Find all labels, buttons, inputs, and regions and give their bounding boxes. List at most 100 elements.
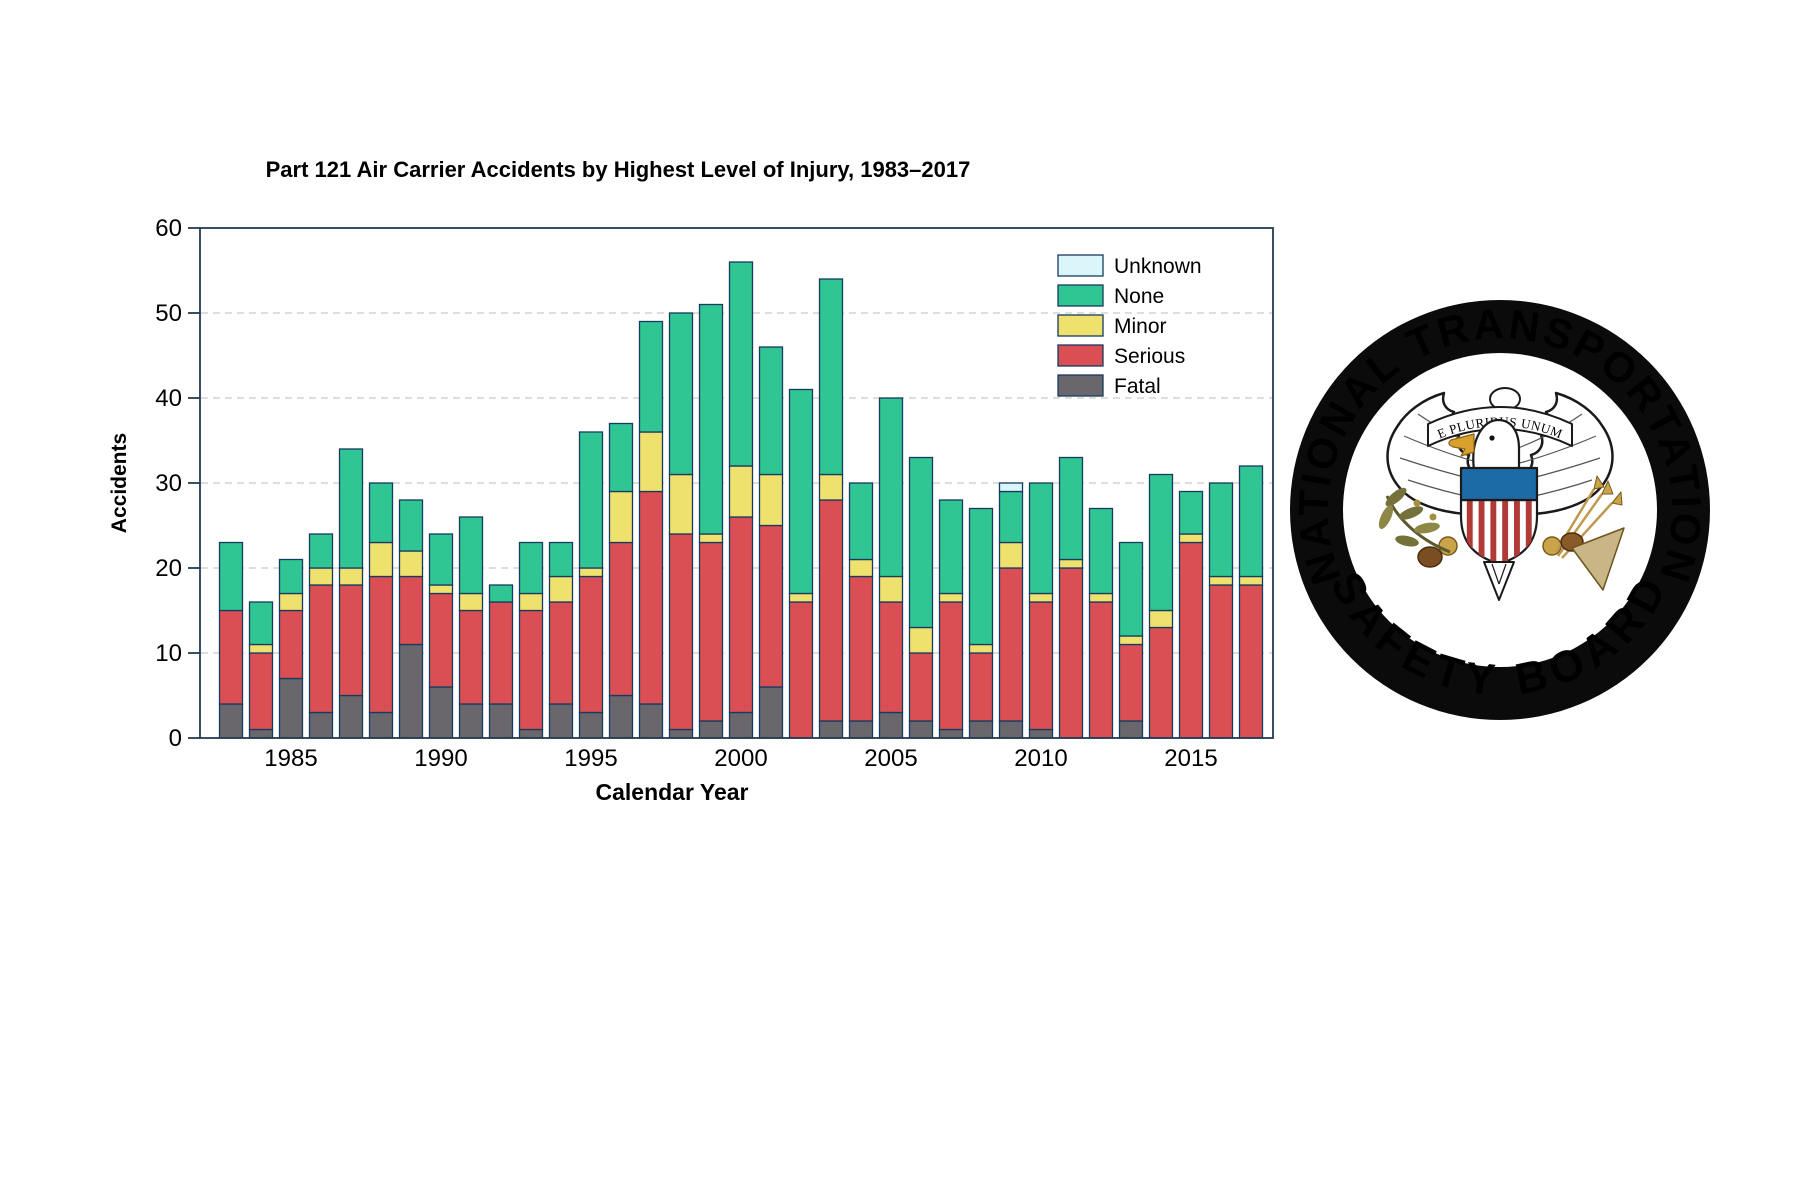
bar-2000-fatal	[728, 711, 754, 739]
legend-swatch-unknown	[1057, 254, 1104, 277]
bar-2014-minor	[1148, 609, 1174, 629]
bar-1988-none	[368, 482, 394, 544]
bar-1992-serious	[488, 601, 514, 705]
bar-2010-serious	[1028, 601, 1054, 731]
bar-1995-minor	[578, 567, 604, 578]
bar-1989-serious	[398, 575, 424, 646]
bar-2011-none	[1058, 456, 1084, 561]
bar-1999-fatal	[698, 720, 724, 739]
bar-2001-fatal	[758, 686, 784, 739]
ntsb-logo: E PLURIBUS UNUM	[1290, 300, 1710, 720]
bar-1988-serious	[368, 575, 394, 714]
bar-1998-serious	[668, 533, 694, 731]
bar-1989-minor	[398, 550, 424, 578]
bar-2013-serious	[1118, 643, 1144, 722]
bar-2000-serious	[728, 516, 754, 714]
bar-2003-none	[818, 278, 844, 476]
bar-1993-none	[518, 541, 544, 595]
bar-2007-fatal	[938, 728, 964, 739]
bar-2004-serious	[848, 575, 874, 722]
bar-1992-fatal	[488, 703, 514, 739]
bar-1991-fatal	[458, 703, 484, 739]
bar-2004-fatal	[848, 720, 874, 739]
ytick-label-40: 40	[155, 385, 182, 412]
bar-2004-none	[848, 482, 874, 561]
bar-1988-minor	[368, 541, 394, 578]
bar-1988-fatal	[368, 711, 394, 739]
bar-2005-minor	[878, 575, 904, 603]
bar-2009-fatal	[998, 720, 1024, 739]
bar-2002-minor	[788, 592, 814, 603]
chart-title: Part 121 Air Carrier Accidents by Highes…	[266, 157, 971, 182]
bar-1995-fatal	[578, 711, 604, 739]
bar-1999-minor	[698, 533, 724, 544]
plot-area: 0 10 20 30 40 50 60 1985 1990 1995 2000 2005 2010 201…	[155, 215, 1274, 772]
bar-2015-minor	[1178, 533, 1204, 544]
x-axis-title: Calendar Year	[595, 779, 748, 805]
bar-1990-serious	[428, 592, 454, 688]
bar-2000-none	[728, 261, 754, 467]
bar-1990-minor	[428, 584, 454, 595]
bar-1987-none	[338, 448, 364, 569]
legend-swatch-minor	[1057, 314, 1104, 337]
bar-2012-serious	[1088, 601, 1114, 739]
bar-1993-minor	[518, 592, 544, 612]
xtick-label-2010: 2010	[1014, 745, 1067, 772]
legend-swatch-fatal	[1057, 374, 1104, 397]
ytick-label-50: 50	[155, 300, 182, 327]
bar-1996-minor	[608, 490, 634, 544]
bar-2002-none	[788, 388, 814, 595]
xtick-label-1995: 1995	[564, 745, 617, 772]
legend-label-fatal: Fatal	[1114, 375, 1161, 398]
bar-2017-minor	[1238, 575, 1264, 586]
bar-2002-serious	[788, 601, 814, 739]
bar-2010-fatal	[1028, 728, 1054, 739]
bar-1999-serious	[698, 541, 724, 722]
bar-1987-serious	[338, 584, 364, 697]
ytick-label-60: 60	[155, 215, 182, 242]
arrows	[1554, 475, 1625, 591]
bar-2016-serious	[1208, 584, 1234, 739]
olive-branch	[1378, 487, 1451, 568]
bar-2007-minor	[938, 592, 964, 603]
bar-1983-none	[218, 541, 244, 612]
bar-1990-fatal	[428, 686, 454, 739]
bar-1994-minor	[548, 575, 574, 603]
y-axis-title: Accidents	[108, 433, 131, 533]
bar-2009-minor	[998, 541, 1024, 569]
bar-2006-fatal	[908, 720, 934, 739]
bar-1995-none	[578, 431, 604, 569]
bar-2015-serious	[1178, 541, 1204, 739]
bar-2001-serious	[758, 524, 784, 688]
bar-1991-none	[458, 516, 484, 595]
bar-1997-serious	[638, 490, 664, 705]
bar-2008-minor	[968, 643, 994, 654]
bar-2007-serious	[938, 601, 964, 731]
bar-2003-minor	[818, 473, 844, 501]
shield	[1459, 466, 1539, 566]
bar-1985-none	[278, 558, 304, 595]
bar-1998-none	[668, 312, 694, 476]
xtick-label-2000: 2000	[714, 745, 767, 772]
bar-2005-fatal	[878, 711, 904, 739]
bar-1997-none	[638, 320, 664, 433]
bar-1987-fatal	[338, 694, 364, 739]
bar-1998-minor	[668, 473, 694, 535]
bar-1985-minor	[278, 592, 304, 612]
bar-2010-none	[1028, 482, 1054, 595]
bar-1993-serious	[518, 609, 544, 731]
bar-1983-serious	[218, 609, 244, 705]
bar-2001-none	[758, 346, 784, 476]
shield-chief	[1459, 466, 1539, 502]
bar-2011-minor	[1058, 558, 1084, 569]
bar-2009-serious	[998, 567, 1024, 722]
bar-1999-none	[698, 303, 724, 535]
bar-1986-minor	[308, 567, 334, 586]
bar-2017-none	[1238, 465, 1264, 578]
legend-swatch-serious	[1057, 344, 1104, 367]
shield-stripes	[1466, 500, 1532, 564]
bar-2009-unknown	[998, 482, 1024, 493]
bar-2016-minor	[1208, 575, 1234, 586]
